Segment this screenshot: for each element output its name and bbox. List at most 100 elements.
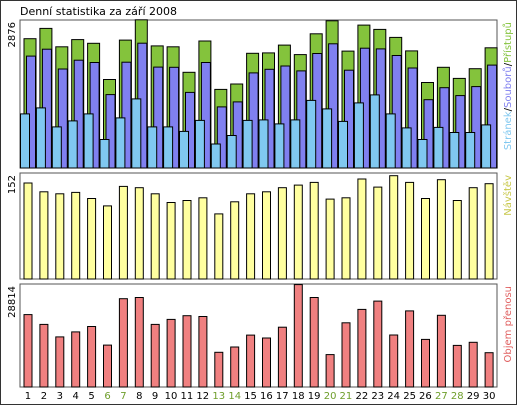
bar-volume: [230, 346, 240, 388]
bar-files: [280, 65, 291, 169]
panel-frame: [19, 283, 498, 388]
bar-visits: [341, 197, 351, 280]
bar-volume: [23, 314, 33, 388]
bar-visits: [71, 191, 81, 280]
bar-visits: [309, 181, 319, 280]
bar-volume: [87, 326, 97, 388]
legend-item: /: [503, 62, 514, 66]
y-max-label: 28814: [7, 286, 18, 318]
bar-visits: [23, 182, 33, 280]
x-tick-label: 16: [260, 391, 273, 402]
bars: [20, 19, 498, 169]
bar-volume: [341, 322, 351, 388]
bar-visits: [373, 186, 383, 280]
bar-pages: [290, 119, 301, 169]
bar-pages: [242, 119, 253, 169]
x-tick-label: 17: [276, 391, 289, 402]
chart-title: Denní statistika za září 2008: [20, 5, 177, 18]
bar-volume: [118, 298, 128, 388]
x-tick-label: 15: [244, 391, 257, 402]
bar-visits: [325, 198, 335, 280]
y-max-label: 2876: [7, 22, 18, 47]
bar-files: [471, 86, 482, 169]
bar-volume: [214, 351, 224, 388]
bar-pages: [163, 126, 174, 169]
bar-visits: [134, 187, 144, 280]
bar-volume: [277, 326, 287, 388]
bar-pages: [131, 98, 142, 169]
bar-pages: [481, 124, 492, 169]
bar-pages: [67, 120, 78, 169]
bar-visits: [405, 181, 415, 280]
bar-pages: [20, 113, 30, 169]
bar-pages: [35, 107, 46, 169]
bar-volume: [55, 336, 65, 388]
x-tick-label: 2: [41, 391, 47, 402]
bar-volume: [166, 318, 176, 388]
bar-volume: [452, 344, 462, 388]
x-tick-label: 3: [57, 391, 63, 402]
bar-pages: [385, 113, 396, 169]
x-tick-label: 21: [340, 391, 353, 402]
bar-files: [407, 67, 418, 169]
bar-files: [328, 43, 339, 169]
bar-volume: [262, 337, 271, 388]
bar-pages: [258, 119, 269, 169]
bar-volume: [71, 331, 81, 388]
bar-visits: [103, 205, 112, 280]
bar-pages: [83, 113, 94, 169]
bars: [23, 175, 494, 280]
bar-volume: [293, 284, 303, 388]
legend-item: /: [503, 107, 514, 111]
bar-pages: [226, 135, 237, 169]
bar-files: [185, 91, 195, 169]
bar-visits: [166, 202, 176, 280]
x-tick-label: 22: [356, 391, 369, 402]
x-tick-label: 23: [371, 391, 384, 402]
bar-volume: [103, 344, 112, 388]
bar-pages: [194, 119, 205, 169]
bar-pages: [306, 99, 317, 169]
bar-files: [73, 59, 84, 169]
bar-pages: [115, 117, 126, 169]
bar-pages: [465, 132, 476, 169]
x-tick-label: 18: [292, 391, 305, 402]
legend: Návštěv: [502, 175, 514, 216]
bar-visits: [246, 193, 256, 280]
bar-visits: [468, 187, 478, 280]
legend: Objem přenosu: [502, 286, 514, 362]
bar-visits: [150, 193, 160, 280]
bar-volume: [325, 354, 335, 388]
bar-pages: [433, 126, 444, 169]
bar-files: [169, 66, 180, 169]
x-tick-label: 1: [25, 391, 31, 402]
bar-visits: [436, 179, 446, 280]
bar-pages: [210, 143, 221, 169]
bar-volume: [246, 334, 256, 388]
bar-volume: [198, 316, 208, 388]
bar-volume: [150, 323, 160, 388]
bar-pages: [147, 126, 158, 169]
bar-files: [57, 68, 68, 169]
bar-volume: [421, 338, 430, 388]
bar-visits: [39, 191, 49, 280]
x-tick-label: 13: [212, 391, 225, 402]
bar-volume: [309, 297, 319, 388]
bar-pages: [322, 108, 333, 169]
legend-item: Souborů: [502, 66, 514, 108]
legend-item: Návštěv: [502, 175, 514, 216]
bars: [23, 284, 494, 388]
bar-visits: [357, 178, 367, 280]
bar-visits: [118, 185, 128, 280]
bar-files: [105, 94, 116, 169]
bar-volume: [468, 341, 478, 388]
bar-files: [487, 64, 498, 169]
bar-pages: [417, 139, 428, 169]
bar-pages: [274, 123, 285, 169]
x-tick-label: 20: [324, 391, 337, 402]
x-axis-day-labels: 1 2 3 4 5 6 7 8 9 10 11 12 13 14 15 16 17 18 19 20 21 22 23 24 2…: [25, 391, 496, 402]
bar-volume: [357, 308, 367, 388]
bar-visits: [293, 184, 303, 280]
bar-pages: [369, 94, 380, 169]
